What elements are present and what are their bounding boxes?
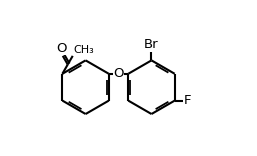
Text: O: O	[56, 42, 67, 55]
Text: CH₃: CH₃	[74, 45, 94, 55]
Text: Br: Br	[144, 38, 159, 51]
Text: O: O	[113, 67, 124, 80]
Text: F: F	[184, 94, 191, 107]
